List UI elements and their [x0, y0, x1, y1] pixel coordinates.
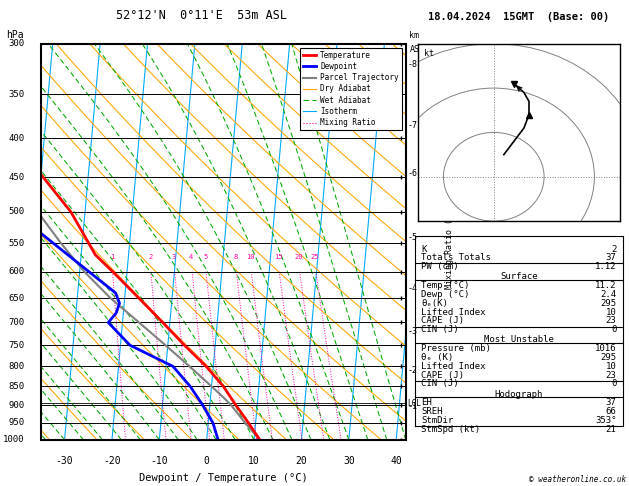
- Text: -6: -6: [408, 169, 418, 178]
- Text: 1.12: 1.12: [595, 262, 616, 271]
- Text: 23: 23: [606, 316, 616, 326]
- Text: 18.04.2024  15GMT  (Base: 00): 18.04.2024 15GMT (Base: 00): [428, 12, 610, 22]
- Text: Totals Totals: Totals Totals: [421, 253, 491, 262]
- Text: 10: 10: [248, 456, 260, 466]
- Text: -7: -7: [408, 122, 418, 130]
- Text: 5: 5: [203, 254, 208, 260]
- Legend: Temperature, Dewpoint, Parcel Trajectory, Dry Adiabat, Wet Adiabat, Isotherm, Mi: Temperature, Dewpoint, Parcel Trajectory…: [299, 48, 402, 130]
- Text: EH: EH: [421, 399, 432, 407]
- Text: 37: 37: [606, 399, 616, 407]
- Text: -1: -1: [408, 402, 418, 412]
- Text: 295: 295: [600, 299, 616, 308]
- Text: 295: 295: [600, 353, 616, 362]
- Text: 11.2: 11.2: [595, 281, 616, 290]
- Text: -3: -3: [408, 327, 418, 336]
- Text: 800: 800: [8, 362, 25, 371]
- Text: 0: 0: [204, 456, 209, 466]
- Text: 25: 25: [311, 254, 319, 260]
- Text: Surface: Surface: [500, 272, 538, 281]
- Text: PW (cm): PW (cm): [421, 262, 459, 271]
- Text: 37: 37: [606, 253, 616, 262]
- Text: 20: 20: [294, 254, 303, 260]
- Text: 2: 2: [611, 244, 616, 254]
- Text: ASL: ASL: [409, 45, 425, 53]
- Text: Lifted Index: Lifted Index: [421, 308, 486, 316]
- Text: 1016: 1016: [595, 344, 616, 353]
- Text: -4: -4: [408, 284, 418, 294]
- Text: 400: 400: [8, 134, 25, 143]
- Text: 10: 10: [246, 254, 255, 260]
- Text: CIN (J): CIN (J): [421, 325, 459, 334]
- Text: 21: 21: [606, 425, 616, 434]
- Text: -5: -5: [408, 233, 418, 242]
- Text: © weatheronline.co.uk: © weatheronline.co.uk: [529, 474, 626, 484]
- Text: Dewp (°C): Dewp (°C): [421, 290, 470, 299]
- Text: hPa: hPa: [6, 30, 24, 40]
- Text: StmDir: StmDir: [421, 416, 454, 425]
- Text: 2.4: 2.4: [600, 290, 616, 299]
- Text: -20: -20: [103, 456, 121, 466]
- Text: 23: 23: [606, 371, 616, 380]
- Text: 30: 30: [343, 456, 355, 466]
- Text: CAPE (J): CAPE (J): [421, 316, 464, 326]
- Text: -2: -2: [408, 366, 418, 375]
- Text: θₑ(K): θₑ(K): [421, 299, 448, 308]
- Text: 3: 3: [172, 254, 176, 260]
- Text: 850: 850: [8, 382, 25, 391]
- Text: 10: 10: [606, 362, 616, 371]
- Text: -30: -30: [56, 456, 74, 466]
- Text: Mixing Ratio (g/kg): Mixing Ratio (g/kg): [445, 194, 454, 289]
- Text: SREH: SREH: [421, 407, 443, 416]
- Text: 750: 750: [8, 341, 25, 350]
- Text: K: K: [421, 244, 426, 254]
- Text: 2: 2: [148, 254, 152, 260]
- Text: 8: 8: [233, 254, 238, 260]
- Text: 950: 950: [8, 418, 25, 428]
- Text: 0: 0: [611, 325, 616, 334]
- Text: StmSpd (kt): StmSpd (kt): [421, 425, 481, 434]
- Text: 4: 4: [189, 254, 194, 260]
- Text: LCL: LCL: [408, 399, 421, 408]
- Text: CAPE (J): CAPE (J): [421, 371, 464, 380]
- Text: kt: kt: [425, 49, 434, 58]
- Text: 0: 0: [611, 380, 616, 388]
- Text: 1: 1: [110, 254, 114, 260]
- Text: 700: 700: [8, 318, 25, 327]
- Text: 900: 900: [8, 400, 25, 410]
- Text: Dewpoint / Temperature (°C): Dewpoint / Temperature (°C): [139, 473, 308, 484]
- Text: -10: -10: [150, 456, 168, 466]
- Text: 300: 300: [8, 39, 25, 48]
- Text: 500: 500: [8, 208, 25, 216]
- Text: 40: 40: [391, 456, 402, 466]
- Text: 650: 650: [8, 294, 25, 303]
- Text: θₑ (K): θₑ (K): [421, 353, 454, 362]
- Text: Hodograph: Hodograph: [495, 390, 543, 399]
- Text: Most Unstable: Most Unstable: [484, 335, 554, 345]
- Text: 600: 600: [8, 267, 25, 276]
- Text: 350: 350: [8, 90, 25, 99]
- Text: 550: 550: [8, 239, 25, 248]
- Text: -8: -8: [408, 60, 418, 69]
- Text: 450: 450: [8, 173, 25, 182]
- Text: 15: 15: [274, 254, 282, 260]
- Text: 10: 10: [606, 308, 616, 316]
- Text: 20: 20: [296, 456, 308, 466]
- Text: Pressure (mb): Pressure (mb): [421, 344, 491, 353]
- Text: Temp (°C): Temp (°C): [421, 281, 470, 290]
- Text: km: km: [409, 31, 420, 40]
- Text: 52°12'N  0°11'E  53m ASL: 52°12'N 0°11'E 53m ASL: [116, 9, 287, 22]
- Text: 353°: 353°: [595, 416, 616, 425]
- Text: Lifted Index: Lifted Index: [421, 362, 486, 371]
- Text: CIN (J): CIN (J): [421, 380, 459, 388]
- Text: 1000: 1000: [3, 435, 25, 444]
- Text: 66: 66: [606, 407, 616, 416]
